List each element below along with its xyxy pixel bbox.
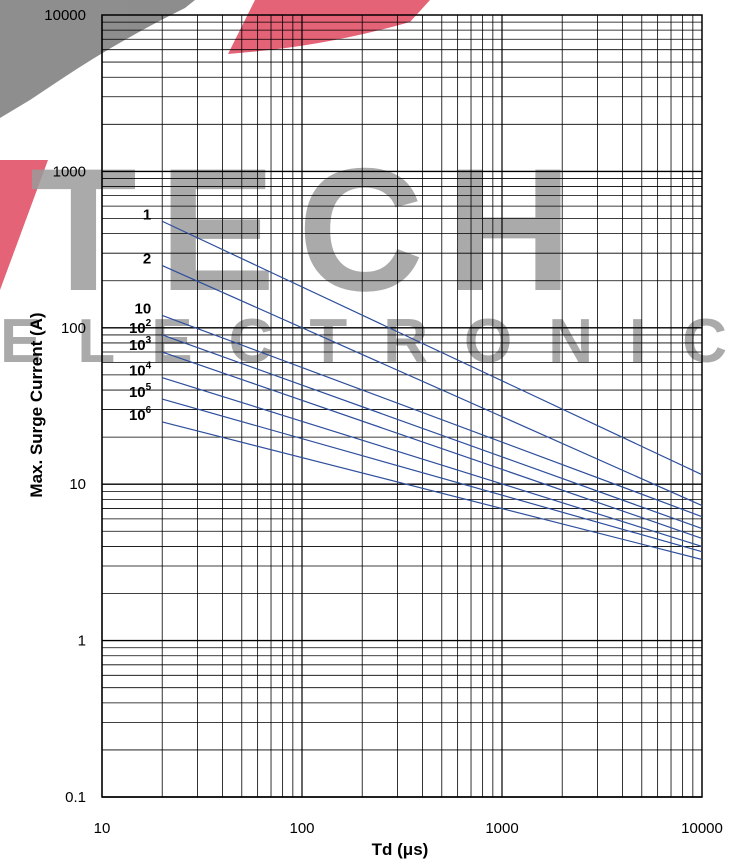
y-tick-label: 10 <box>69 476 86 493</box>
x-axis-label: Td (μs) <box>372 840 429 859</box>
watermark-logo: TECH ELECTRONIC <box>0 0 744 376</box>
series-label-exponent: 3 <box>146 335 152 346</box>
y-tick-labels: 0.1 1 10 100 1000 10000 <box>44 7 86 806</box>
series-label-6: 104 <box>129 361 152 380</box>
y-tick-label: 0.1 <box>65 789 86 806</box>
y-tick-label: 1000 <box>53 163 86 180</box>
x-tick-label: 10 <box>94 820 111 837</box>
series-label-1: 1 <box>143 206 151 223</box>
series-label-exponent: 6 <box>146 405 152 416</box>
series-line-7 <box>162 398 703 553</box>
watermark-red-wedge <box>0 160 48 290</box>
series-lines <box>161 220 703 561</box>
y-tick-label: 1 <box>78 633 86 650</box>
series-line-5 <box>162 351 703 540</box>
watermark-red-swoosh <box>228 0 430 54</box>
plot-frame <box>101 14 703 798</box>
grid <box>101 15 702 798</box>
series-label-exponent: 5 <box>146 382 152 393</box>
watermark-sub: ELECTRONIC <box>0 307 744 376</box>
series-line-4 <box>162 334 703 530</box>
series-line-2 <box>161 265 703 507</box>
series-label-3: 10 <box>135 300 152 317</box>
series-label-7: 105 <box>129 382 152 401</box>
y-axis-label: Max. Surge Current (A) <box>27 312 46 497</box>
series-line-1 <box>161 220 703 476</box>
series-label-8: 106 <box>129 405 152 424</box>
x-tick-labels: 10 100 1000 10000 <box>94 820 723 837</box>
y-tick-label: 10000 <box>44 7 86 24</box>
series-label-exponent: 4 <box>146 361 152 372</box>
series-label-exponent: 2 <box>146 318 152 329</box>
watermark-grey-swoosh <box>0 0 195 118</box>
x-tick-label: 10000 <box>681 820 723 837</box>
watermark-word: TECH <box>30 133 594 328</box>
x-tick-label: 100 <box>289 820 314 837</box>
series-label-2: 2 <box>143 251 151 268</box>
series-line-8 <box>162 421 703 561</box>
y-tick-label: 100 <box>61 320 86 337</box>
x-tick-label: 1000 <box>485 820 518 837</box>
series-line-6 <box>162 377 703 548</box>
series-line-3 <box>161 314 703 518</box>
plot-border <box>101 14 703 798</box>
